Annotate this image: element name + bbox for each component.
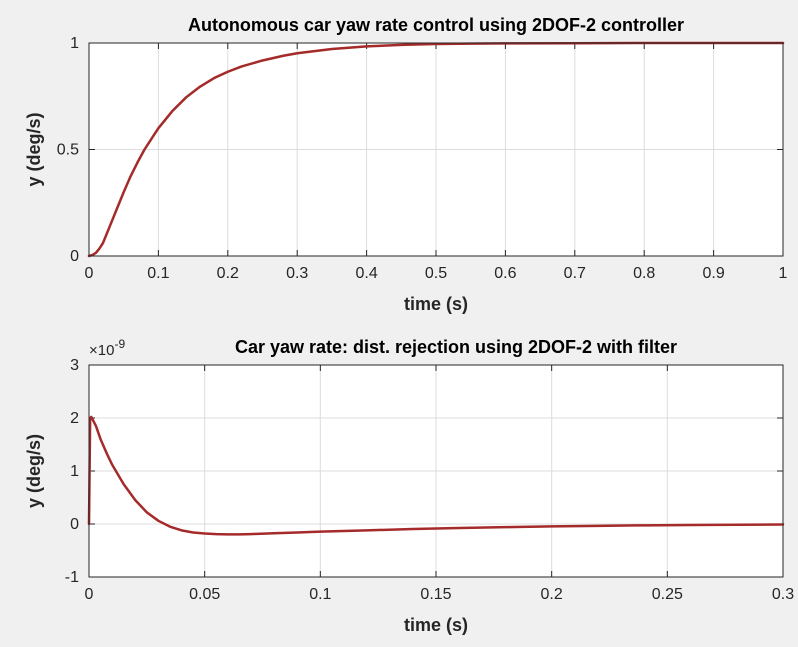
- bottom-x-tick-labels: 0 0.05 0.1 0.15 0.2 0.25 0.3: [85, 586, 795, 603]
- top-x-axis-label: time (s): [404, 294, 468, 314]
- top-y-tick-label: 0.5: [57, 142, 79, 159]
- bottom-y-tick-label: 1: [70, 463, 79, 480]
- top-y-tick-label: 1: [70, 35, 79, 52]
- bottom-x-tick-label: 0.1: [309, 586, 331, 603]
- bottom-y-tick-label: -1: [65, 569, 79, 586]
- top-y-axis-label: y (deg/s): [24, 112, 44, 186]
- top-y-tick-labels: 00.51: [57, 35, 79, 265]
- top-x-tick-label: 0.7: [564, 265, 586, 282]
- bottom-y-tick-label: 0: [70, 516, 79, 533]
- bottom-x-tick-label: 0.05: [189, 586, 220, 603]
- top-x-tick-label: 0.3: [286, 265, 308, 282]
- bottom-y-exponent: ×10-9: [89, 337, 125, 359]
- top-y-tick-label: 0: [70, 248, 79, 265]
- top-x-tick-label: 0.8: [633, 265, 655, 282]
- bottom-x-tick-label: 0: [85, 586, 94, 603]
- bottom-subplot: 0 0.05 0.1 0.15 0.2 0.25 0.3 -1 0 1 2 3 Car yaw ra…: [24, 337, 794, 635]
- top-x-tick-label: 0.2: [217, 265, 239, 282]
- top-x-tick-label: 1: [779, 265, 788, 282]
- bottom-y-axis-label: y (deg/s): [24, 434, 44, 508]
- top-subplot: 0 0.1 0.2 0.3 0.4 0.5 0.6 0.7 0.8 0.9 1 00.51 Auto…: [24, 15, 788, 314]
- bottom-axes-frame: [88, 364, 784, 578]
- top-x-tick-label: 0.5: [425, 265, 447, 282]
- bottom-y-tick-label: 2: [70, 410, 79, 427]
- bottom-x-tick-label: 0.25: [652, 586, 683, 603]
- top-x-tick-label: 0.9: [702, 265, 724, 282]
- bottom-x-tick-label: 0.2: [541, 586, 563, 603]
- top-x-tick-label: 0: [85, 265, 94, 282]
- bottom-series-line: [87, 415, 785, 536]
- bottom-y-exponent-base: ×10: [89, 342, 114, 359]
- top-x-tick-label: 0.1: [147, 265, 169, 282]
- bottom-x-tick-label: 0.15: [420, 586, 451, 603]
- top-x-tick-label: 0.4: [355, 265, 377, 282]
- top-series-line: [87, 41, 785, 258]
- bottom-y-tick-labels: -1 0 1 2 3: [65, 357, 79, 586]
- bottom-y-exponent-power: -9: [114, 337, 125, 351]
- bottom-y-tick-label: 3: [70, 357, 79, 374]
- bottom-x-axis-label: time (s): [404, 615, 468, 635]
- bottom-x-tick-label: 0.3: [772, 586, 794, 603]
- top-x-tick-label: 0.6: [494, 265, 516, 282]
- top-chart-title: Autonomous car yaw rate control using 2D…: [188, 15, 684, 35]
- bottom-chart-title: Car yaw rate: dist. rejection using 2DOF…: [235, 337, 677, 357]
- top-axes-frame: [88, 42, 784, 257]
- top-x-tick-labels: 0 0.1 0.2 0.3 0.4 0.5 0.6 0.7 0.8 0.9 1: [85, 265, 788, 282]
